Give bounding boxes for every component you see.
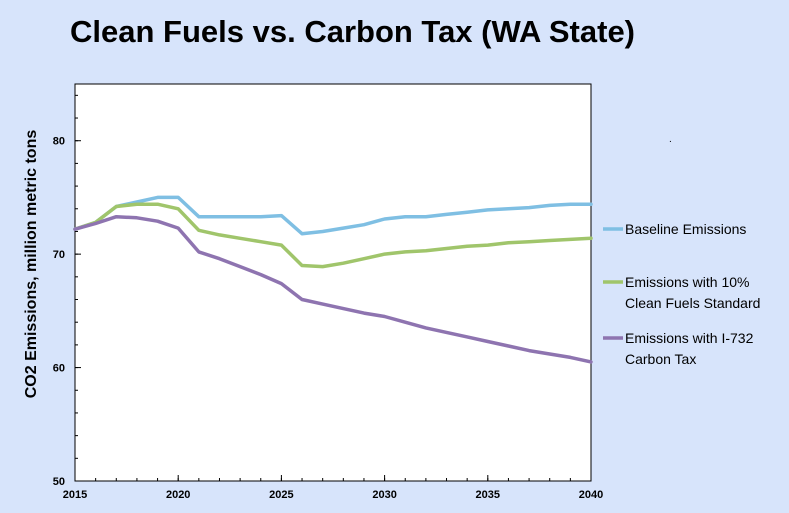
legend-label-3: Carbon Tax bbox=[625, 351, 696, 367]
series-line-1 bbox=[73, 195, 593, 236]
stray-dot: . bbox=[669, 134, 672, 145]
series-line-3 bbox=[73, 214, 593, 364]
y-tick-label: 50 bbox=[53, 476, 65, 488]
y-tick-label: 80 bbox=[53, 136, 65, 148]
x-tick-label: 2040 bbox=[579, 489, 603, 501]
series-lines bbox=[73, 195, 593, 364]
x-tick-label: 2035 bbox=[476, 489, 500, 501]
y-axis-label: CO2 Emissions, million metric tons bbox=[23, 130, 40, 399]
plot-area bbox=[74, 83, 592, 482]
x-tick-label: 2025 bbox=[269, 489, 293, 501]
y-tick-label: 60 bbox=[53, 363, 65, 375]
x-tick-label: 2020 bbox=[166, 489, 190, 501]
axis-ticks: 50 60 70 80 2015 2020 2025 2030 2035 2040 bbox=[53, 94, 603, 501]
series-line-2 bbox=[73, 202, 593, 269]
legend-label-2: Emissions with 10% bbox=[625, 274, 750, 290]
x-tick-label: 2015 bbox=[63, 489, 87, 501]
legend-label-2: Clean Fuels Standard bbox=[625, 295, 760, 311]
y-tick-label: 70 bbox=[53, 249, 65, 261]
legend: Baseline Emissions Emissions with 10% Clea… bbox=[603, 221, 760, 367]
legend-label-3: Emissions with I-732 bbox=[625, 330, 754, 346]
legend-label-1: Baseline Emissions bbox=[625, 221, 746, 237]
chart-title: Clean Fuels vs. Carbon Tax (WA State) bbox=[70, 14, 636, 49]
x-tick-label: 2030 bbox=[372, 489, 396, 501]
